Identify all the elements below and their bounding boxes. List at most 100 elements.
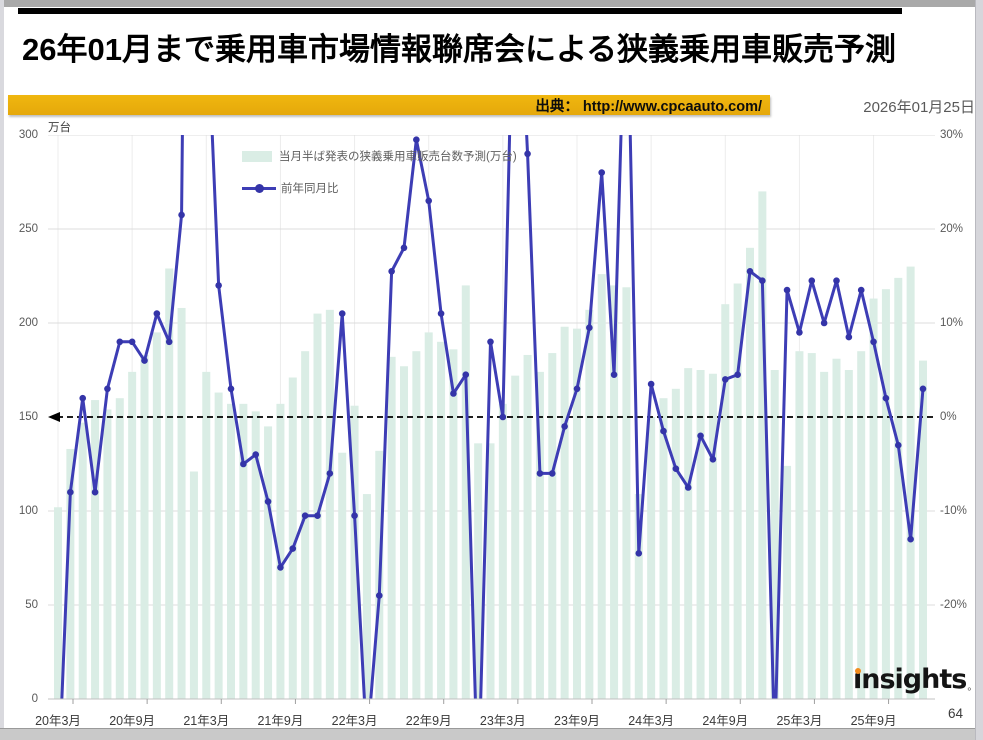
forecast-bar bbox=[486, 443, 495, 699]
yoy-marker bbox=[413, 136, 420, 143]
sales-forecast-chart bbox=[48, 135, 935, 704]
forecast-bar bbox=[511, 375, 520, 699]
logo-circle-mark: 。 bbox=[967, 682, 978, 693]
yoy-marker bbox=[252, 451, 260, 458]
forecast-bar bbox=[548, 353, 557, 699]
yoy-marker bbox=[153, 310, 161, 317]
forecast-bar bbox=[659, 398, 668, 699]
forecast-bar bbox=[770, 370, 779, 699]
x-axis-month-label: 21年9月 bbox=[257, 714, 304, 728]
right-axis-value: 30% bbox=[940, 129, 964, 141]
forecast-bar bbox=[301, 351, 310, 699]
forecast-bar bbox=[54, 507, 62, 699]
x-axis-month-label: 25年3月 bbox=[776, 714, 823, 728]
yoy-marker bbox=[128, 338, 136, 346]
yoy-marker bbox=[647, 380, 655, 388]
yoy-marker bbox=[524, 150, 531, 158]
logo-orange-dot-icon bbox=[855, 668, 861, 674]
forecast-bar bbox=[202, 371, 211, 699]
yoy-marker bbox=[721, 376, 729, 383]
zero-line-arrowhead-icon bbox=[48, 412, 60, 422]
left-axis-value: 0 bbox=[31, 693, 38, 705]
window-top-edge bbox=[0, 0, 983, 7]
yoy-marker bbox=[425, 197, 433, 205]
title-top-rule bbox=[18, 8, 902, 14]
bar-series-swatch bbox=[242, 150, 272, 162]
x-axis-month-label: 20年9月 bbox=[109, 714, 156, 728]
yoy-marker bbox=[178, 211, 185, 219]
forecast-bar bbox=[585, 309, 594, 699]
forecast-bar bbox=[387, 356, 396, 699]
yoy-marker bbox=[684, 484, 692, 491]
forecast-bar bbox=[226, 403, 235, 699]
yoy-marker bbox=[499, 413, 507, 421]
insights-logo: ınsights 。 bbox=[853, 666, 977, 694]
right-axis-value: 10% bbox=[940, 317, 964, 329]
forecast-bar bbox=[239, 403, 248, 699]
forecast-bar bbox=[881, 289, 890, 699]
right-axis-value: -20% bbox=[940, 599, 967, 611]
yoy-marker bbox=[116, 338, 124, 346]
yoy-marker bbox=[227, 385, 235, 393]
forecast-bar bbox=[758, 191, 767, 699]
yoy-marker bbox=[215, 282, 222, 289]
yoy-marker bbox=[561, 423, 568, 430]
yoy-marker bbox=[91, 488, 99, 496]
forecast-bar bbox=[214, 392, 223, 699]
legend-line-label: 前年同月比 bbox=[281, 183, 339, 195]
forecast-bar bbox=[807, 353, 816, 699]
forecast-bar bbox=[251, 411, 260, 699]
forecast-bar bbox=[795, 351, 804, 699]
left-axis-value: 250 bbox=[18, 223, 38, 235]
forecast-bar bbox=[350, 405, 359, 699]
yoy-marker bbox=[264, 498, 272, 505]
forecast-bar bbox=[610, 285, 619, 699]
page-title: 26年01月まで乗用車市場情報聯席会による狭義乗用車販売予測 bbox=[22, 32, 897, 67]
yoy-marker bbox=[870, 338, 877, 346]
forecast-bar bbox=[437, 341, 446, 699]
yoy-marker bbox=[400, 244, 408, 252]
forecast-bar bbox=[906, 266, 915, 699]
yoy-marker bbox=[660, 427, 667, 435]
yoy-marker bbox=[338, 310, 346, 317]
legend-item-line: 前年同月比 bbox=[242, 179, 517, 197]
yoy-marker bbox=[882, 394, 890, 402]
yoy-marker bbox=[796, 329, 803, 336]
forecast-bar bbox=[869, 298, 878, 699]
legend-item-bar: 当月半ば発表の狭義乗用車販売台数予測(万台) bbox=[242, 147, 517, 165]
forecast-bar bbox=[572, 328, 581, 699]
forecast-bar bbox=[820, 371, 829, 699]
yoy-marker bbox=[536, 470, 544, 477]
forecast-bar bbox=[276, 403, 285, 699]
window-right-edge bbox=[975, 0, 983, 740]
yoy-marker bbox=[314, 512, 321, 519]
forecast-bar bbox=[474, 443, 483, 699]
yoy-marker bbox=[141, 357, 148, 364]
yoy-marker bbox=[598, 169, 606, 176]
x-axis-month-label: 22年9月 bbox=[405, 714, 452, 728]
yoy-marker bbox=[709, 456, 717, 463]
left-axis-unit-label: 万台 bbox=[48, 122, 71, 134]
forecast-bar bbox=[412, 351, 421, 699]
forecast-bar bbox=[857, 351, 866, 699]
yoy-marker bbox=[672, 465, 680, 473]
forecast-bar bbox=[128, 371, 137, 699]
yoy-marker bbox=[104, 385, 111, 393]
yoy-marker bbox=[450, 390, 457, 397]
yoy-marker bbox=[437, 310, 445, 317]
yoy-marker bbox=[301, 512, 309, 519]
forecast-bar bbox=[399, 366, 408, 699]
yoy-marker bbox=[375, 592, 383, 599]
forecast-bar bbox=[362, 494, 371, 699]
source-url-label: 出典： http://www.cpcaauto.com/ bbox=[535, 98, 762, 115]
yoy-marker bbox=[907, 535, 914, 543]
forecast-bar bbox=[78, 422, 87, 699]
yoy-marker bbox=[573, 385, 581, 393]
forecast-bar bbox=[671, 388, 680, 699]
forecast-bar bbox=[152, 332, 161, 699]
forecast-bar bbox=[189, 471, 198, 699]
yoy-marker bbox=[857, 286, 865, 294]
left-axis-value: 200 bbox=[18, 317, 38, 329]
right-axis-value: 20% bbox=[940, 223, 964, 235]
forecast-bar bbox=[498, 403, 507, 699]
